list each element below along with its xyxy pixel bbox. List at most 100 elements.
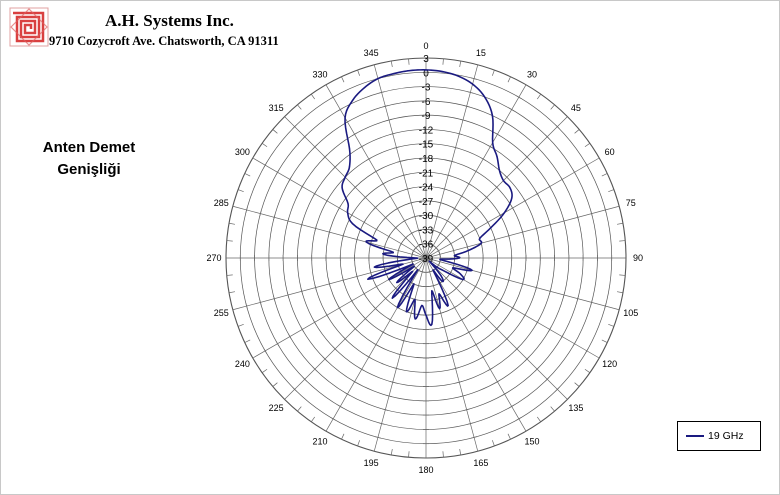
grid-tick (464, 215, 469, 220)
series-point (436, 266, 438, 268)
grid-tick (397, 247, 400, 254)
grid-tick (342, 336, 348, 342)
angle-tick-label: 300 (235, 147, 250, 157)
series-point (453, 254, 456, 257)
grid-minor-tick (619, 274, 626, 276)
grid-tick (300, 183, 305, 190)
grid-tick (494, 184, 500, 190)
grid-tick (452, 367, 459, 370)
series-point (392, 73, 395, 75)
series-point (462, 278, 464, 281)
grid-tick (378, 91, 385, 94)
radial-tick-label: -24 (419, 183, 434, 194)
grid-tick (332, 346, 338, 352)
radial-tick-label: -30 (419, 211, 434, 222)
grid-tick (328, 229, 331, 236)
series-point (415, 257, 418, 259)
grid-tick (394, 206, 401, 211)
series-point (413, 265, 415, 267)
angle-tick-label: 150 (524, 437, 539, 447)
grid-tick (534, 144, 540, 150)
grid-minor-tick (459, 60, 462, 68)
radial-tick-label: -3 (422, 83, 431, 94)
grid-tick (572, 340, 577, 347)
angle-tick-label: 255 (214, 308, 229, 318)
grid-tick (386, 118, 393, 122)
grid-minor-tick (601, 339, 608, 343)
grid-minor-tick (244, 339, 251, 343)
grid-tick (473, 226, 478, 233)
grid-tick (484, 316, 489, 321)
grid-tick (300, 221, 303, 228)
grid-tick (312, 319, 317, 326)
grid-tick (524, 356, 530, 362)
series-point (344, 176, 346, 178)
grid-minor-tick (507, 433, 511, 440)
grid-tick (292, 386, 298, 392)
grid-tick (441, 325, 448, 329)
grid-tick (437, 201, 444, 204)
grid-tick (393, 225, 399, 231)
grid-minor-tick (442, 58, 444, 65)
grid-tick (314, 284, 317, 291)
series-point (396, 281, 398, 284)
grid-tick (443, 235, 449, 241)
angle-tick-label: 90 (633, 253, 643, 263)
grid-tick (393, 367, 400, 370)
grid-tick (302, 134, 308, 140)
grid-tick (507, 277, 510, 284)
grid-tick (459, 118, 466, 122)
grid-tick (480, 355, 486, 359)
series-point (391, 297, 393, 299)
grid-tick (355, 273, 359, 280)
series-point (417, 269, 419, 271)
grid-tick (487, 367, 494, 372)
series-point (382, 253, 384, 255)
grid-tick (358, 144, 365, 149)
series-point (352, 223, 354, 225)
series-point (490, 227, 492, 229)
series-point (438, 293, 440, 295)
series-point (471, 269, 473, 271)
company-address: 9710 Cozycroft Ave. Chatsworth, CA 91311 (49, 34, 279, 48)
grid-tick (504, 336, 510, 342)
grid-tick (325, 198, 329, 204)
series-point (347, 202, 349, 204)
grid-tick (275, 169, 280, 176)
grid-tick (585, 348, 589, 354)
grid-tick (374, 283, 379, 290)
series-point (409, 70, 411, 72)
grid-tick (444, 219, 451, 223)
series-point (440, 275, 442, 277)
grid-tick (585, 162, 589, 168)
grid-tick (373, 205, 378, 210)
grid-minor-tick (619, 240, 626, 242)
grid-minor-tick (459, 448, 462, 456)
grid-tick (419, 243, 426, 246)
radial-tick-label: -33 (419, 225, 434, 236)
grid-minor-tick (492, 69, 495, 76)
grid-tick (484, 195, 489, 200)
angle-tick-label: 240 (235, 359, 250, 369)
grid-tick (514, 164, 520, 170)
grid-tick (337, 205, 342, 211)
grid-tick (516, 417, 522, 421)
grid-tick (466, 243, 469, 250)
grid-tick (535, 225, 538, 232)
series-point (484, 96, 486, 98)
grid-tick (535, 319, 540, 326)
grid-tick (471, 436, 478, 439)
grid-tick (378, 422, 385, 425)
grid-minor-tick (226, 274, 233, 276)
series-point (491, 114, 494, 117)
grid-tick (408, 312, 415, 315)
grid-tick (437, 312, 444, 315)
grid-tick (467, 422, 474, 425)
grid-tick (349, 298, 354, 304)
angle-tick-label: 225 (269, 403, 284, 413)
grid-tick (363, 316, 368, 321)
grid-tick (451, 206, 458, 211)
grid-tick (322, 154, 328, 160)
company-logo-icon (9, 7, 49, 47)
